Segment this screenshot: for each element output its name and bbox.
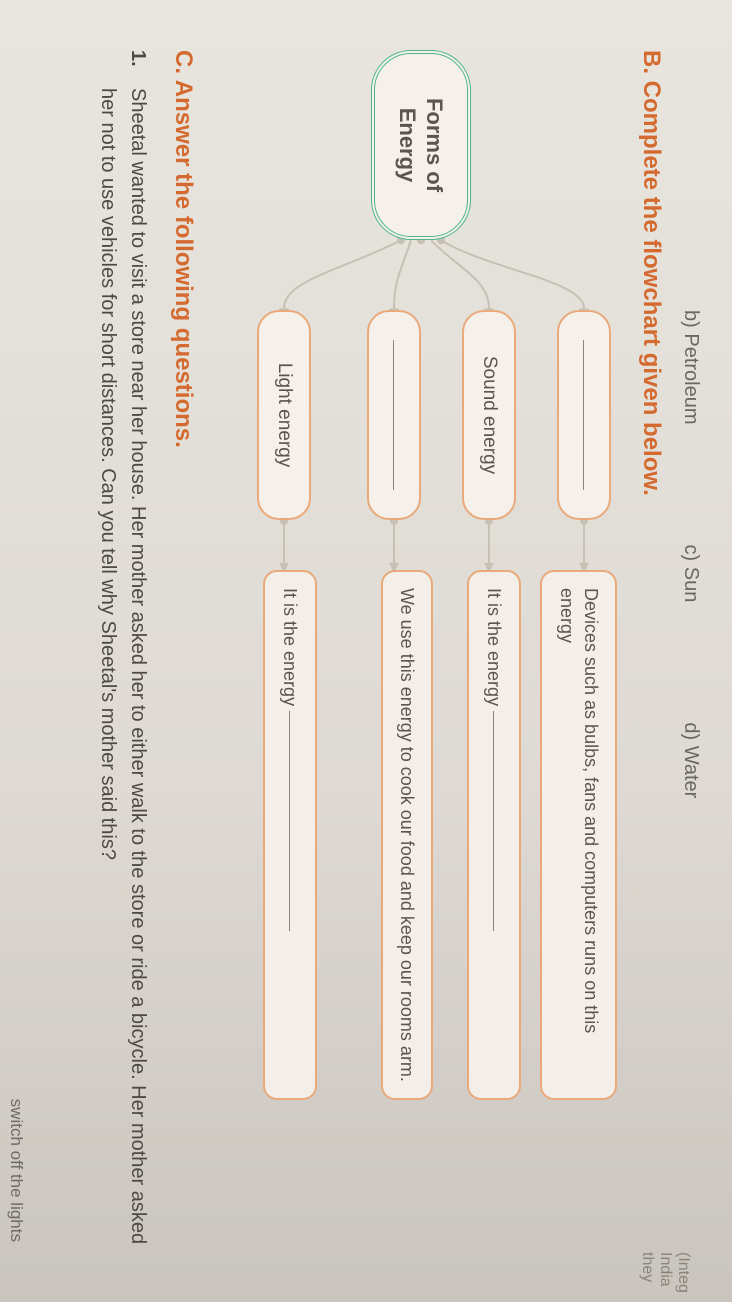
mcq-letter: d) bbox=[680, 722, 702, 740]
flowchart-node-4: Light energy bbox=[257, 310, 311, 520]
flowchart: Forms of Energy Sound energy Light energ… bbox=[231, 50, 611, 1252]
section-letter: C. bbox=[170, 50, 197, 74]
node-label: Light energy bbox=[273, 363, 295, 468]
section-letter: B. bbox=[638, 50, 665, 74]
blank-line bbox=[584, 340, 585, 490]
margin-line: they bbox=[638, 1252, 656, 1302]
desc-prefix: It is the energy bbox=[278, 588, 302, 706]
flowchart-desc-4: It is the energy bbox=[263, 570, 317, 1100]
desc-prefix: It is the energy bbox=[482, 588, 506, 706]
flowchart-hub: Forms of Energy bbox=[371, 50, 471, 240]
section-title: Complete the flowchart given below. bbox=[638, 81, 665, 496]
mcq-option-d: d) Water bbox=[679, 722, 702, 798]
mcq-text: Water bbox=[680, 746, 702, 799]
flowchart-node-1 bbox=[557, 310, 611, 520]
section-c-heading: C. Answer the following questions. bbox=[169, 50, 197, 1252]
blank-line bbox=[494, 711, 495, 931]
mcq-option-b: b) Petroleum bbox=[679, 310, 702, 425]
mcq-letter: b) bbox=[680, 310, 702, 328]
mcq-text: Sun bbox=[680, 567, 702, 603]
desc-text: Devices such as bulbs, fans and computer… bbox=[557, 588, 601, 1033]
flowchart-desc-2: It is the energy bbox=[467, 570, 521, 1100]
hub-line-1: Forms of bbox=[421, 98, 449, 192]
question-number: 1. bbox=[93, 50, 153, 74]
mcq-letter: c) bbox=[680, 545, 702, 562]
question-1: 1. Sheetal wanted to visit a store near … bbox=[93, 50, 153, 1252]
mcq-text: Petroleum bbox=[680, 333, 702, 424]
flowchart-desc-1: Devices such as bulbs, fans and computer… bbox=[540, 570, 617, 1100]
margin-note: (Integ India they bbox=[638, 1252, 692, 1302]
desc-text: We use this energy to cook our food and … bbox=[397, 588, 417, 1082]
bottom-cutoff-text: switch off the lights bbox=[6, 1099, 26, 1242]
margin-line: India bbox=[656, 1252, 674, 1302]
blank-line bbox=[290, 711, 291, 931]
mcq-options-row: b) Petroleum c) Sun d) Water bbox=[679, 310, 702, 1252]
section-title: Answer the following questions. bbox=[170, 80, 197, 448]
margin-line: (Integ bbox=[674, 1252, 692, 1302]
node-label: Sound energy bbox=[478, 356, 500, 474]
section-b-heading: B. Complete the flowchart given below. bbox=[637, 50, 665, 1252]
flowchart-node-3 bbox=[367, 310, 421, 520]
hub-line-2: Energy bbox=[394, 98, 422, 192]
mcq-option-c: c) Sun bbox=[679, 545, 702, 603]
flowchart-desc-3: We use this energy to cook our food and … bbox=[381, 570, 433, 1100]
blank-line bbox=[394, 340, 395, 490]
question-text: Sheetal wanted to visit a store near her… bbox=[93, 88, 153, 1252]
flowchart-node-2: Sound energy bbox=[462, 310, 516, 520]
